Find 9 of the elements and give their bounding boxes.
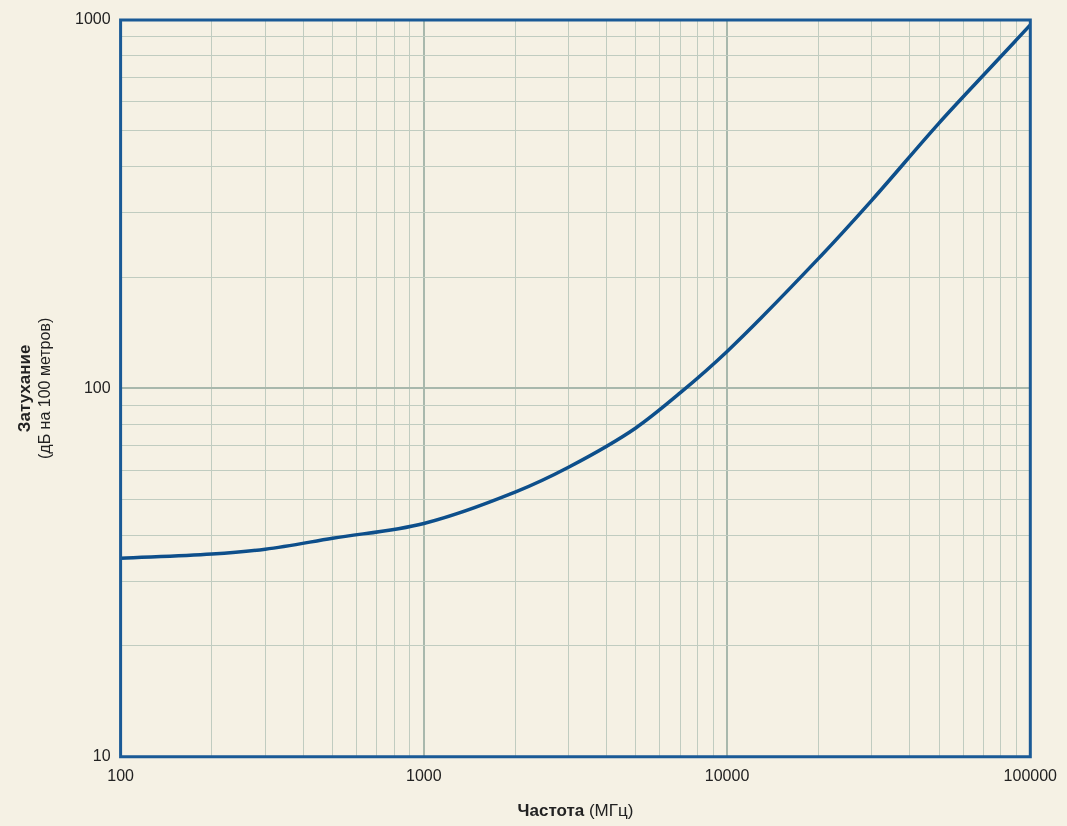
x-axis-title: Частота (МГц) [517,801,634,820]
y-tick-label: 1000 [75,10,111,28]
y-axis-title: Затухание (дБ на 100 метров) [15,317,53,460]
x-tick-label: 10000 [704,766,750,784]
y-tick-label: 100 [83,378,111,396]
x-tick-label: 1000 [406,766,442,784]
y-tick-label: 10 [92,747,111,765]
x-tick-label: 100000 [1003,766,1058,784]
x-tick-label: 100 [107,766,135,784]
